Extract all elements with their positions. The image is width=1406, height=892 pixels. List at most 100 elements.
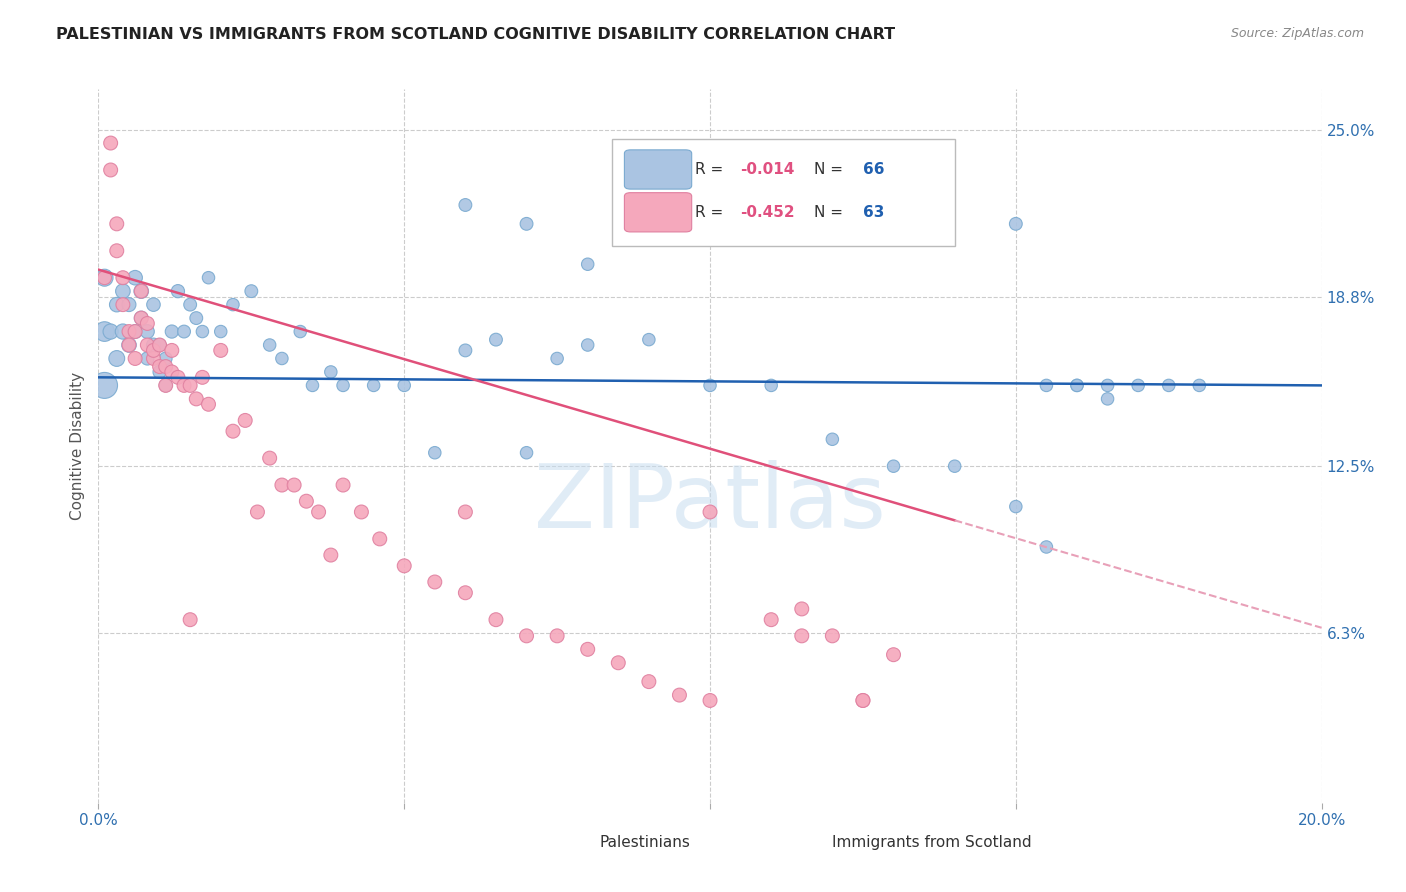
Point [209,325,232,339]
Point [222,298,245,312]
Point [142,343,165,358]
Point [209,343,232,358]
Point [100,163,122,178]
Point [118,338,141,352]
Point [301,378,323,392]
Point [186,311,208,326]
Point [167,370,190,384]
FancyBboxPatch shape [624,193,692,232]
Point [155,351,177,366]
Point [637,674,661,689]
Point [821,432,844,446]
Point [136,317,159,331]
Point [607,656,630,670]
Point [1128,378,1150,392]
Point [576,338,599,352]
Point [668,688,690,702]
Text: Palestinians: Palestinians [600,835,690,849]
Point [105,351,128,366]
Point [759,613,782,627]
Point [160,343,183,358]
Point [129,311,152,326]
Point [485,333,508,347]
Point [160,325,183,339]
Point [118,338,141,352]
Point [111,325,134,339]
Point [350,505,373,519]
Point [155,378,177,392]
Point [111,298,134,312]
Text: ZIPatlas: ZIPatlas [534,459,886,547]
Point [699,693,721,707]
Point [179,298,201,312]
Point [1004,217,1026,231]
Y-axis label: Cognitive Disability: Cognitive Disability [69,372,84,520]
FancyBboxPatch shape [560,826,598,858]
Point [699,378,721,392]
Point [392,378,416,392]
Point [270,351,292,366]
Point [124,351,146,366]
Point [546,351,568,366]
Point [100,325,122,339]
Point [233,413,256,427]
Point [142,338,165,352]
Point [118,298,141,312]
Point [197,270,219,285]
Text: -0.014: -0.014 [741,162,794,178]
Point [118,325,141,339]
Point [155,378,177,392]
Point [295,494,318,508]
Point [319,365,342,379]
Point [142,351,165,366]
Point [883,648,905,662]
Point [516,217,538,231]
Text: 66: 66 [863,162,884,178]
Point [516,629,538,643]
Point [1066,378,1088,392]
Point [136,338,159,352]
Point [290,325,312,339]
Text: N =: N = [814,162,848,178]
Point [160,365,183,379]
Point [332,478,354,492]
Point [790,629,813,643]
Point [105,217,128,231]
Point [129,284,152,298]
Point [852,693,875,707]
Point [259,451,281,466]
Text: Immigrants from Scotland: Immigrants from Scotland [832,835,1032,849]
Point [368,532,391,546]
Text: R =: R = [696,205,728,220]
Point [179,378,201,392]
Point [129,284,152,298]
Point [142,298,165,312]
Point [546,629,568,643]
Point [124,325,146,339]
Point [637,333,661,347]
Point [167,284,190,298]
Point [308,505,330,519]
Point [186,392,208,406]
Point [454,586,477,600]
Point [136,325,159,339]
Point [93,378,115,392]
Point [105,244,128,258]
Point [454,505,477,519]
Point [423,574,446,589]
Point [1035,540,1057,554]
Point [149,365,172,379]
Point [222,424,245,438]
Point [283,478,305,492]
Point [1035,378,1057,392]
Point [485,613,508,627]
FancyBboxPatch shape [624,150,692,189]
Point [392,558,416,573]
Point [759,378,782,392]
Point [319,548,342,562]
Text: PALESTINIAN VS IMMIGRANTS FROM SCOTLAND COGNITIVE DISABILITY CORRELATION CHART: PALESTINIAN VS IMMIGRANTS FROM SCOTLAND … [56,27,896,42]
Point [136,351,159,366]
Point [943,459,966,474]
Point [124,270,146,285]
Point [270,478,292,492]
